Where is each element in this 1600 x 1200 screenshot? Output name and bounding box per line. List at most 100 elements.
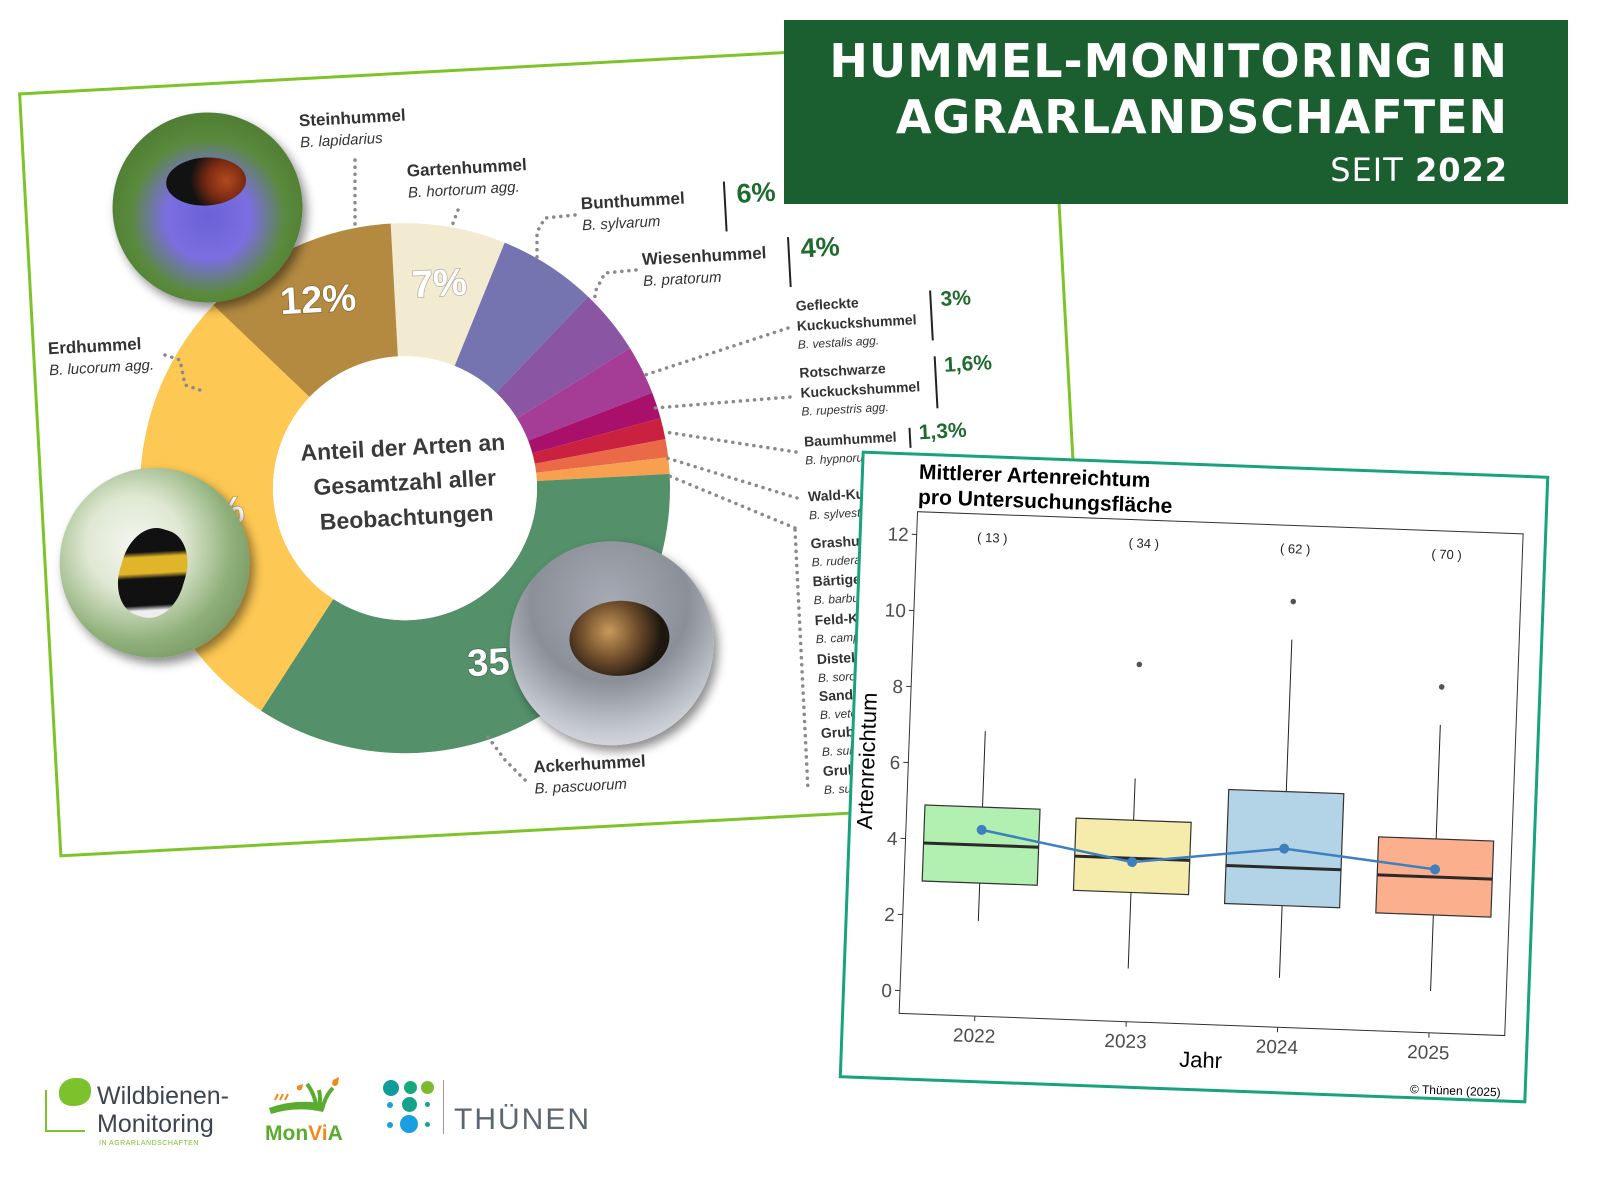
copyright-credit: © Thünen (2025) xyxy=(1410,1082,1501,1099)
label-steinhummel: Steinhummel B. lapidarius xyxy=(298,105,407,155)
median-line xyxy=(923,841,1039,849)
mean-point xyxy=(1430,864,1441,875)
logo-text-part: Mon xyxy=(265,1122,309,1145)
title-line-2: AGRARLANDSCHAFTEN xyxy=(895,90,1508,144)
species-latin: B. sylvestr xyxy=(808,505,865,523)
label-gartenhummel: Gartenhummel B. hortorum agg. xyxy=(406,154,528,204)
label-minor-species: Distel B. soro xyxy=(816,647,856,687)
since-year: 2022 xyxy=(1414,151,1508,189)
logo-thuenen: THÜNEN xyxy=(380,1078,600,1158)
logo-dot xyxy=(383,1080,399,1096)
species-name: Distel xyxy=(816,649,856,668)
logo-text: MonViA xyxy=(265,1122,343,1146)
sample-size-label: ( 13 ) xyxy=(977,530,1008,546)
percent-rotschwarze: 1,6% xyxy=(943,351,993,377)
donut-slice-wiesenhummel xyxy=(496,296,630,419)
species-name: Grashu xyxy=(810,532,860,552)
mean-line xyxy=(981,828,1436,871)
label-gefleckte-kuckuckshummel: Gefleckte Kuckuckshummel B. vestalis agg. xyxy=(795,289,918,353)
species-name: Feld-K xyxy=(814,609,859,629)
sample-size-label: ( 70 ) xyxy=(1431,546,1462,562)
x-tick-label: 2023 xyxy=(1104,1031,1147,1054)
label-minor-species: Grashu B. rudera xyxy=(810,531,861,572)
y-tick-label: 6 xyxy=(889,753,900,774)
donut-slice-baumhummel xyxy=(532,418,666,464)
logo-text: THÜNEN xyxy=(454,1103,591,1136)
label-erdhummel: Erdhummel B. lucorum agg. xyxy=(47,333,154,383)
logo-dot xyxy=(404,1081,417,1094)
y-tick-label: 0 xyxy=(881,981,892,1002)
plot-panel xyxy=(898,511,1524,1037)
x-axis-label: Jahr xyxy=(1179,1047,1223,1074)
bee-image xyxy=(164,155,248,208)
species-latin: B. barbu xyxy=(813,590,860,608)
logo-text-part: Vi xyxy=(308,1122,328,1145)
sample-size-label: ( 62 ) xyxy=(1280,541,1311,557)
median-line xyxy=(1377,873,1493,881)
percent-gefleckte: 3% xyxy=(939,286,972,311)
since-label: SEIT 2022 xyxy=(1330,151,1508,189)
boxplot-card: Mittlerer Artenreichtum pro Untersuchungs… xyxy=(838,450,1550,1104)
y-tick-label: 8 xyxy=(892,677,903,698)
percent-wiesenhummel: 4% xyxy=(799,231,841,264)
logo-frame xyxy=(45,1090,85,1132)
donut-slice-bunthummel xyxy=(454,242,589,393)
donut-percent-label: 12% xyxy=(279,277,357,323)
title-line-1: HUMMEL-MONITORING IN xyxy=(829,34,1508,88)
label-wiesenhummel: Wiesenhummel B. pratorum xyxy=(641,242,768,293)
logo-dot xyxy=(387,1102,393,1108)
x-tick-label: 2024 xyxy=(1255,1036,1298,1059)
bee-logo-icon xyxy=(59,1078,91,1106)
whisker-lower xyxy=(1127,892,1132,969)
outlier-point xyxy=(1438,684,1445,690)
title-banner: HUMMEL-MONITORING IN AGRARLANDSCHAFTEN S… xyxy=(784,20,1568,204)
whisker-upper xyxy=(1435,724,1441,839)
logo-dot xyxy=(425,1102,430,1107)
species-latin: B. camp xyxy=(815,629,861,647)
sample-size-label: ( 34 ) xyxy=(1128,535,1159,551)
y-tick-label: 4 xyxy=(887,829,899,850)
x-tick-label: 2025 xyxy=(1407,1042,1450,1065)
whisker-lower xyxy=(977,883,981,922)
bee-image xyxy=(567,598,672,679)
logo-wildbienen-monitoring: Wildbienen- Monitoring IN AGRARLANDSCHAF… xyxy=(45,1072,245,1152)
logo-dot xyxy=(421,1081,434,1094)
y-tick-label: 2 xyxy=(884,905,895,926)
whisker-upper xyxy=(1285,639,1293,792)
donut-slice-other xyxy=(536,457,670,482)
mean-point xyxy=(1127,857,1138,868)
outlier-point xyxy=(1136,661,1143,668)
whisker-lower xyxy=(1278,905,1283,978)
outlier-point xyxy=(1290,598,1297,605)
donut-slice-gefleckte xyxy=(517,348,653,441)
mean-point xyxy=(1279,843,1290,854)
logo-dot xyxy=(387,1122,393,1128)
donut-slice-rotschwarze xyxy=(528,392,661,454)
y-tick-label: 10 xyxy=(884,600,906,622)
donut-center-text: Anteil der Arten an Gesamtzahl aller Beo… xyxy=(300,425,507,541)
logo-text: Wildbienen- xyxy=(97,1082,230,1110)
monvia-plant-icon xyxy=(269,1077,339,1114)
mean-point xyxy=(976,824,987,835)
label-minor-species: Wald-Ku B. sylvestr xyxy=(808,483,866,524)
logo-divider xyxy=(443,1080,444,1134)
label-minor-species: Bärtige B. barbu xyxy=(812,569,862,610)
species-name: Bärtige xyxy=(812,570,862,590)
donut-chart-card: 7%35%28%12% Anteil der Arten an Gesamtza… xyxy=(18,36,1093,858)
percent-bunthummel: 6% xyxy=(735,176,777,209)
donut-slice-gartenhummel xyxy=(390,223,505,366)
donut-slice-other xyxy=(534,439,669,473)
label-ackerhummel: Ackerhummel B. pascuorum xyxy=(533,751,648,801)
logo-dot xyxy=(425,1122,430,1127)
median-line xyxy=(1225,864,1342,872)
logo-dot xyxy=(402,1097,417,1112)
y-tick-label: 12 xyxy=(887,524,909,546)
logo-monvia: MonViA xyxy=(262,1072,352,1152)
bee-image xyxy=(108,520,197,626)
label-bunthummel: Bunthummel B. sylvarum xyxy=(580,188,686,238)
label-minor-species: Feld-K B. camp xyxy=(814,608,860,648)
box-2023 xyxy=(1072,817,1192,896)
donut-percent-label: 7% xyxy=(411,262,468,307)
y-axis-label: Artenreichtum xyxy=(852,692,882,830)
